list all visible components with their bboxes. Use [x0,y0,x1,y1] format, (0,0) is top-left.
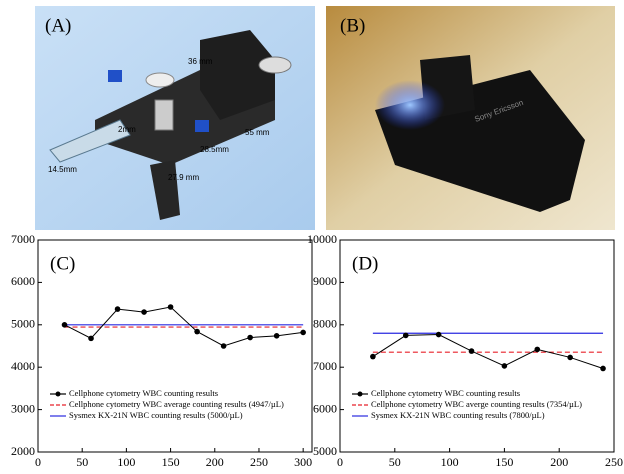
legend-label: Cellphone cytometry WBC average counting… [69,399,284,409]
x-tick-label: 150 [162,455,180,469]
data-point [567,354,573,361]
y-tick-label: 6000 [313,401,337,415]
data-point [370,353,376,360]
legend-label: Cellphone cytometry WBC counting results [69,388,218,398]
device-leg [150,160,180,220]
x-tick-label: 100 [441,455,459,469]
legend-label: Cellphone cytometry WBC counting results [371,388,520,398]
plot-frame [339,239,615,453]
legend-label: Sysmex KX-21N WBC counting results (7800… [371,410,545,420]
x-tick-label: 50 [76,455,88,469]
data-point [435,331,442,338]
photo-b: Sony Ericsson (B) [326,6,615,230]
data-point [247,334,253,341]
blue-glow [375,80,445,130]
dimension-label: 28.5mm [200,145,229,154]
y-tick-label: 4000 [11,359,35,373]
panel-label: (B) [340,15,365,36]
data-point [402,332,409,339]
y-tick-label: 8000 [313,317,337,331]
panel-label: (D) [352,253,378,274]
photo-a: (A) 36 mm 28.5mm 55 mm 14.5mm 27.9 mm 2m… [35,6,315,230]
dimension-label: 14.5mm [48,165,77,174]
plot-frame [37,239,313,453]
x-tick-label: 0 [35,455,41,469]
x-tick-label: 250 [250,455,268,469]
x-tick-label: 200 [550,455,568,469]
device-tower [200,30,275,120]
x-tick-label: 300 [294,455,312,469]
x-tick-label: 50 [389,455,401,469]
y-tick-label: 10000 [307,232,337,246]
y-tick-label: 5000 [11,317,35,331]
y-tick-label: 7000 [11,232,35,246]
y-tick-label: 7000 [313,359,337,373]
data-point [141,309,147,315]
y-tick-label: 6000 [11,274,35,288]
lens [145,72,175,88]
data-point [220,343,227,349]
connector [195,120,209,132]
series-line [372,334,604,369]
tube [154,99,174,131]
x-tick-label: 250 [605,455,623,469]
y-tick-label: 2000 [11,444,35,458]
legend-marker [55,391,61,397]
data-point [273,333,280,339]
legend-label: Sysmex KX-21N WBC counting results (5000… [69,410,243,420]
x-tick-label: 200 [206,455,224,469]
y-tick-label: 3000 [11,401,35,415]
dimension-label: 55 mm [245,128,270,137]
x-tick-label: 0 [337,455,343,469]
dimension-label: 36 mm [188,57,213,66]
connector [108,70,122,82]
legend-marker [357,391,363,397]
data-point [194,328,200,335]
x-tick-label: 150 [495,455,513,469]
data-point [600,365,606,372]
data-point [300,329,306,336]
legend-label: Cellphone cytometry WBC averge counting … [371,399,582,409]
panel-label: (C) [50,253,75,274]
y-tick-label: 5000 [313,444,337,458]
dimension-label: 27.9 mm [168,173,199,182]
series-line [64,306,304,347]
dimension-label: 2mm [118,125,136,134]
panel-label: (A) [45,15,71,36]
data-point [468,348,475,354]
y-tick-label: 9000 [313,274,337,288]
data-point [114,306,121,312]
slide [49,119,131,163]
x-tick-label: 100 [117,455,135,469]
data-point [88,335,94,342]
data-point [534,346,541,353]
battery [258,56,292,74]
data-point [167,304,174,310]
data-point [61,322,68,328]
data-point [501,363,508,369]
